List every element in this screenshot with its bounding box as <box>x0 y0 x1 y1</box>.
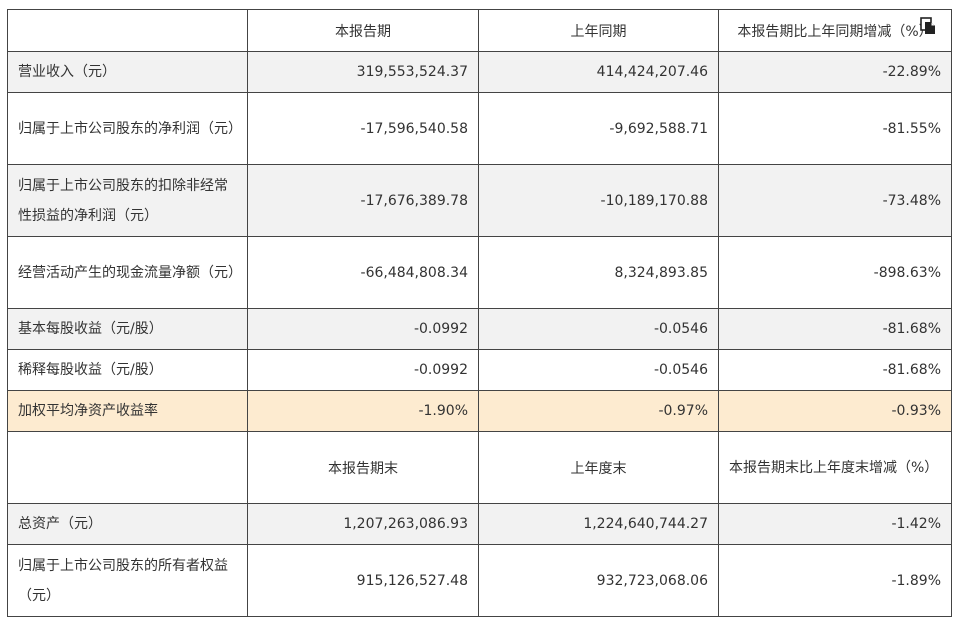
table-header-row: 本报告期 上年同期 本报告期比上年同期增减（%） <box>7 9 952 52</box>
header-period-end: 本报告期末 <box>247 431 479 504</box>
current-value: -17,676,389.78 <box>247 164 479 237</box>
change-value: -81.68% <box>718 308 952 350</box>
table-row: 归属于上市公司股东的扣除非经常性损益的净利润（元） -17,676,389.78… <box>7 164 952 237</box>
table-row: 归属于上市公司股东的净利润（元） -17,596,540.58 -9,692,5… <box>7 92 952 165</box>
current-value: 1,207,263,086.93 <box>247 503 479 545</box>
change-value: -898.63% <box>718 236 952 309</box>
change-value: -1.89% <box>718 544 952 617</box>
header-current-period: 本报告期 <box>247 9 479 52</box>
current-value: -66,484,808.34 <box>247 236 479 309</box>
previous-value: -10,189,170.88 <box>478 164 719 237</box>
table-row: 经营活动产生的现金流量净额（元） -66,484,808.34 8,324,89… <box>7 236 952 309</box>
current-value: -17,596,540.58 <box>247 92 479 165</box>
previous-value: -9,692,588.71 <box>478 92 719 165</box>
previous-value: -0.0546 <box>478 308 719 350</box>
header-change: 本报告期比上年同期增减（%） <box>718 9 952 52</box>
row-label: 归属于上市公司股东的扣除非经常性损益的净利润（元） <box>7 164 248 237</box>
previous-value: -0.97% <box>478 390 719 432</box>
previous-value: 932,723,068.06 <box>478 544 719 617</box>
change-value: -81.55% <box>718 92 952 165</box>
table-row: 归属于上市公司股东的所有者权益（元） 915,126,527.48 932,72… <box>7 544 952 617</box>
header-prior-year-end: 上年度末 <box>478 431 719 504</box>
change-value: -73.48% <box>718 164 952 237</box>
copy-icon[interactable] <box>920 17 936 35</box>
table-row: 基本每股收益（元/股） -0.0992 -0.0546 -81.68% <box>7 308 952 350</box>
row-label: 经营活动产生的现金流量净额（元） <box>7 236 248 309</box>
current-value: 915,126,527.48 <box>247 544 479 617</box>
current-value: -0.0992 <box>247 308 479 350</box>
current-value: -0.0992 <box>247 349 479 391</box>
change-value: -1.42% <box>718 503 952 545</box>
row-label: 基本每股收益（元/股） <box>7 308 248 350</box>
previous-value: 1,224,640,744.27 <box>478 503 719 545</box>
previous-value: -0.0546 <box>478 349 719 391</box>
row-label: 归属于上市公司股东的净利润（元） <box>7 92 248 165</box>
row-label: 总资产（元） <box>7 503 248 545</box>
table-row-highlighted: 加权平均净资产收益率 -1.90% -0.97% -0.93% <box>7 390 952 432</box>
header-blank <box>7 9 248 52</box>
financial-table: 本报告期 上年同期 本报告期比上年同期增减（%） 营业收入（元） 319,553… <box>7 9 952 617</box>
current-value: 319,553,524.37 <box>247 51 479 93</box>
subheader-blank <box>7 431 248 504</box>
table-row: 营业收入（元） 319,553,524.37 414,424,207.46 -2… <box>7 51 952 93</box>
table-row: 稀释每股收益（元/股） -0.0992 -0.0546 -81.68% <box>7 349 952 391</box>
row-label: 稀释每股收益（元/股） <box>7 349 248 391</box>
row-label: 归属于上市公司股东的所有者权益（元） <box>7 544 248 617</box>
current-value: -1.90% <box>247 390 479 432</box>
row-label: 加权平均净资产收益率 <box>7 390 248 432</box>
change-value: -0.93% <box>718 390 952 432</box>
change-value: -81.68% <box>718 349 952 391</box>
row-label: 营业收入（元） <box>7 51 248 93</box>
previous-value: 8,324,893.85 <box>478 236 719 309</box>
change-value: -22.89% <box>718 51 952 93</box>
table-subheader-row: 本报告期末 上年度末 本报告期末比上年度末增减（%） <box>7 431 952 504</box>
table-row: 总资产（元） 1,207,263,086.93 1,224,640,744.27… <box>7 503 952 545</box>
previous-value: 414,424,207.46 <box>478 51 719 93</box>
header-change-vs-year-end: 本报告期末比上年度末增减（%） <box>718 431 952 504</box>
header-prior-period: 上年同期 <box>478 9 719 52</box>
